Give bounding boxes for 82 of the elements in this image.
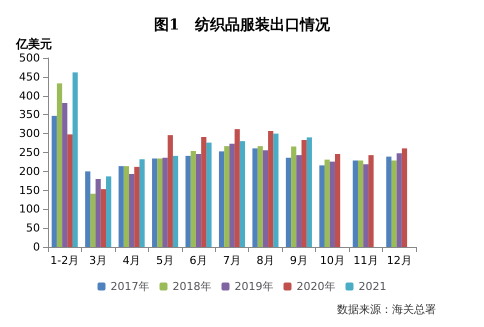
bar (291, 146, 296, 247)
x-tick-label: 10月 (320, 254, 345, 267)
y-tick-label: 250 (19, 146, 40, 159)
bar (190, 150, 196, 247)
bar (168, 135, 173, 247)
y-axis-title: 亿美元 (15, 37, 52, 51)
bar (396, 153, 402, 247)
bar (240, 141, 246, 247)
bar (306, 137, 312, 247)
bar (296, 155, 302, 247)
y-tick-label: 350 (19, 108, 40, 122)
bar (206, 142, 212, 247)
bar (72, 72, 78, 247)
bar (172, 156, 178, 247)
bar (106, 176, 112, 247)
bar (273, 134, 278, 247)
bar (201, 137, 206, 247)
x-tick-label: 3月 (89, 254, 108, 267)
x-tick-label: 5月 (156, 254, 174, 267)
y-tick-label: 50 (26, 222, 40, 235)
bar (286, 158, 292, 247)
y-tick-label: 200 (19, 164, 40, 178)
legend-label: 2021 (358, 280, 386, 293)
x-tick-label: 8月 (256, 254, 274, 267)
bar (330, 162, 335, 247)
y-tick-label: 100 (19, 202, 40, 216)
bar (62, 102, 68, 247)
bar (218, 151, 224, 247)
x-tick-label: 6月 (190, 254, 208, 267)
bar (96, 178, 101, 247)
legend-label: 2017年 (110, 280, 150, 293)
bar (224, 146, 230, 247)
bar (196, 154, 202, 247)
bar (234, 129, 240, 247)
y-tick-label: 150 (19, 184, 40, 197)
x-tick-label: 1-2月 (50, 254, 80, 267)
x-tick-label: 7月 (223, 254, 241, 267)
bar (391, 160, 397, 247)
bar (262, 150, 268, 247)
bar (129, 174, 134, 247)
y-tick-label: 400 (19, 89, 40, 102)
y-tick-label: 450 (19, 70, 40, 84)
bar (52, 116, 57, 247)
x-tick-label: 12月 (386, 254, 412, 267)
bar (402, 148, 408, 247)
bar (162, 158, 168, 247)
bar (324, 160, 330, 247)
chart-title: 图1 纺织品服装出口情况 (154, 16, 332, 34)
bar (386, 156, 392, 247)
y-tick-label: 300 (19, 127, 40, 140)
x-tick-label: 9月 (290, 254, 308, 267)
bar (352, 160, 358, 247)
bar (334, 154, 340, 247)
bar (152, 158, 158, 247)
bar (319, 165, 325, 247)
bar (363, 164, 368, 247)
bar (139, 159, 145, 247)
legend-label: 2020年 (296, 280, 336, 293)
bar (56, 83, 62, 247)
bar (157, 158, 162, 247)
x-tick-label: 11月 (353, 254, 378, 267)
legend-label: 2018年 (172, 280, 212, 293)
bar (124, 166, 130, 247)
bar (85, 171, 90, 247)
source-note: 数据来源：海关总署 (337, 303, 436, 316)
bar (186, 156, 191, 247)
bar (90, 194, 96, 247)
y-tick-label: 0 (33, 240, 40, 254)
bar (368, 155, 374, 247)
bar (268, 130, 274, 247)
bar (67, 134, 73, 247)
bar (134, 166, 140, 247)
bar (100, 189, 106, 247)
bar (118, 166, 124, 247)
bar (258, 146, 263, 247)
y-tick-label: 500 (19, 52, 40, 64)
bar (358, 160, 364, 247)
legend-label: 2019年 (234, 280, 274, 293)
bar (302, 140, 307, 247)
bar (252, 148, 258, 247)
bar (229, 144, 235, 247)
x-tick-label: 4月 (122, 254, 141, 267)
